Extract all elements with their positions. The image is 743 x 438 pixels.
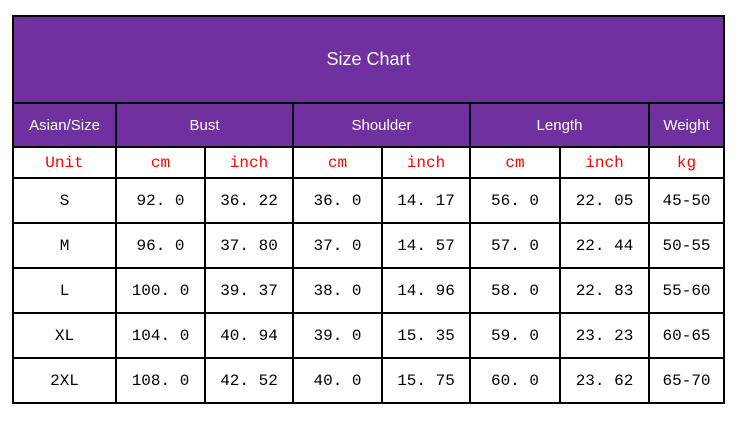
header-weight: Weight [647,102,726,148]
data-cell: 56. 0 [469,177,561,224]
data-cell: 23. 62 [559,357,650,404]
data-cell: 37. 80 [204,222,294,269]
size-cell: L [12,267,117,314]
data-cell: 15. 75 [381,357,471,404]
data-cell: 58. 0 [469,267,561,314]
header-bust: Bust [115,102,294,148]
size-cell: 2XL [12,357,117,404]
data-cell: 42. 52 [204,357,294,404]
data-cell: 38. 0 [292,267,383,314]
size-cell: M [12,222,117,269]
data-cell: 57. 0 [469,222,561,269]
data-cell: 37. 0 [292,222,383,269]
data-cell: 39. 0 [292,312,383,359]
table-row: M 96. 0 37. 80 37. 0 14. 57 57. 0 22. 44… [12,222,726,269]
data-cell: 36. 22 [204,177,294,224]
data-cell: 55-60 [647,267,726,314]
data-cell: 22. 44 [559,222,650,269]
unit-cell-shoulder-cm: cm [292,146,383,179]
data-cell: 65-70 [647,357,726,404]
data-cell: 60-65 [647,312,726,359]
header-shoulder: Shoulder [292,102,471,148]
table-row: L 100. 0 39. 37 38. 0 14. 96 58. 0 22. 8… [12,267,726,314]
data-cell: 92. 0 [115,177,206,224]
data-cell: 50-55 [647,222,726,269]
data-cell: 15. 35 [381,312,471,359]
table-row: 2XL 108. 0 42. 52 40. 0 15. 75 60. 0 23.… [12,357,726,404]
data-cell: 14. 17 [381,177,471,224]
size-cell: XL [12,312,117,359]
header-asian-size: Asian/Size [12,102,117,148]
data-cell: 108. 0 [115,357,206,404]
unit-cell-label: Unit [12,146,117,179]
title-row: Size Chart [11,15,726,104]
data-cell: 22. 05 [559,177,650,224]
size-cell: S [12,177,117,224]
unit-row: Unit cm inch cm inch cm inch kg [12,146,726,179]
unit-cell-weight-kg: kg [647,146,726,179]
unit-cell-shoulder-inch: inch [381,146,471,179]
data-cell: 45-50 [647,177,726,224]
unit-cell-bust-cm: cm [115,146,206,179]
data-cell: 100. 0 [115,267,206,314]
data-cell: 40. 0 [292,357,383,404]
data-cell: 104. 0 [115,312,206,359]
data-cell: 14. 96 [381,267,471,314]
data-cell: 40. 94 [204,312,294,359]
data-cell: 96. 0 [115,222,206,269]
data-cell: 60. 0 [469,357,561,404]
data-cell: 59. 0 [469,312,561,359]
unit-cell-bust-inch: inch [204,146,294,179]
unit-cell-length-cm: cm [469,146,561,179]
data-cell: 14. 57 [381,222,471,269]
data-cell: 23. 23 [559,312,650,359]
table-row: S 92. 0 36. 22 36. 0 14. 17 56. 0 22. 05… [12,177,726,224]
data-cell: 36. 0 [292,177,383,224]
header-length: Length [469,102,650,148]
data-cell: 22. 83 [559,267,650,314]
size-chart-table: Size Chart Asian/Size Bust Shoulder Leng… [11,15,726,404]
header-row: Asian/Size Bust Shoulder Length Weight [12,102,726,148]
table-title: Size Chart [11,15,726,104]
unit-cell-length-inch: inch [559,146,650,179]
data-cell: 39. 37 [204,267,294,314]
table-row: XL 104. 0 40. 94 39. 0 15. 35 59. 0 23. … [12,312,726,359]
